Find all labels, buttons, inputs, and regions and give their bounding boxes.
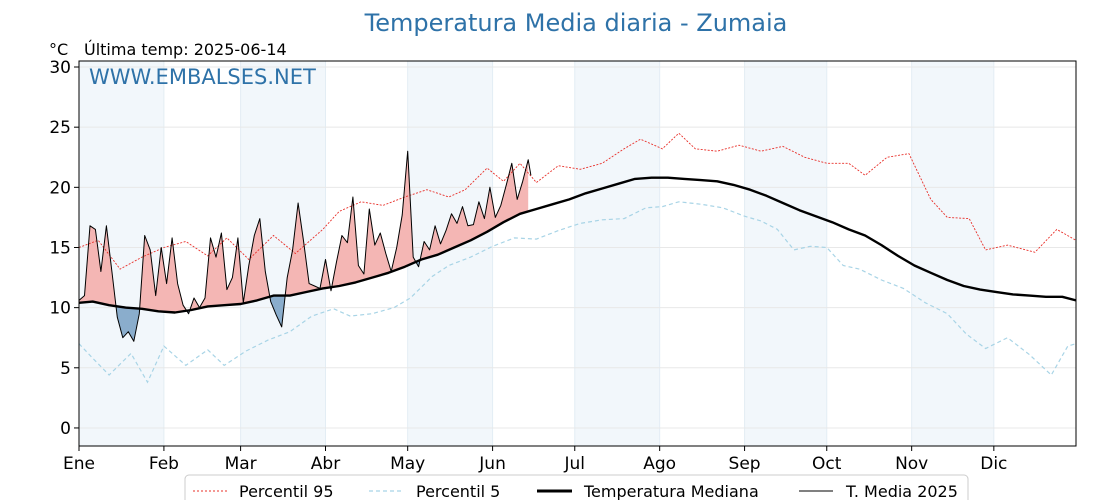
y-tick-label: 30 [49,58,71,78]
last-temp-label: Última temp: 2025-06-14 [84,40,287,59]
x-axis: Ene Feb Mar Abr May Jun Jul Ago Sep Oct Nov Dic [63,446,1007,474]
x-tick-label-ago: Ago [643,454,676,474]
x-tick-label-jul: Jul [564,454,586,474]
x-tick-label-ene: Ene [63,454,95,474]
month-band-may [407,61,493,446]
y-tick-label: 5 [60,359,71,379]
above-median-fill [79,151,529,313]
y-tick-label: 25 [49,118,71,138]
y-axis: 0 5 10 15 20 25 30 [49,58,79,439]
chart-title: Temperatura Media diaria - Zumaia [364,9,788,37]
month-band-jul [574,61,660,446]
series-media2025-line [78,150,532,342]
gridlines [78,61,1076,446]
x-tick-label-abr: Abr [311,454,340,474]
month-band-sep [744,61,827,446]
legend-label-p5: Percentil 5 [416,482,500,500]
x-tick-label-dic: Dic [980,454,1007,474]
x-tick-label-feb: Feb [149,454,179,474]
x-tick-label-jun: Jun [478,454,506,474]
y-tick-label: 0 [60,419,71,439]
y-tick-label: 15 [49,238,71,258]
x-tick-label-mar: Mar [225,454,257,474]
series-p95-line [78,132,1077,270]
y-tick-label: 10 [49,299,71,319]
month-band-nov [911,61,994,446]
series-median-line [78,176,1077,314]
legend-label-media2025: T. Media 2025 [845,482,958,500]
x-tick-label-sep: Sep [729,454,761,474]
below-median-fill [79,211,529,342]
y-tick-label: 20 [49,178,71,198]
series-p5-line [78,201,1077,384]
legend: Percentil 95 Percentil 5 Temperatura Med… [184,474,969,500]
legend-label-p95: Percentil 95 [239,482,334,500]
x-tick-label-may: May [390,454,425,474]
legend-label-median: Temperatura Mediana [583,482,759,500]
plot-frame [78,60,1077,447]
series-lines [78,132,1077,384]
x-tick-label-oct: Oct [812,454,842,474]
legend-box [184,474,969,500]
anomaly-fills [79,151,529,342]
x-tick-label-nov: Nov [895,454,928,474]
watermark: WWW.EMBALSES.NET [89,65,316,89]
y-unit-label: °C [49,40,68,59]
month-bands [79,61,994,446]
